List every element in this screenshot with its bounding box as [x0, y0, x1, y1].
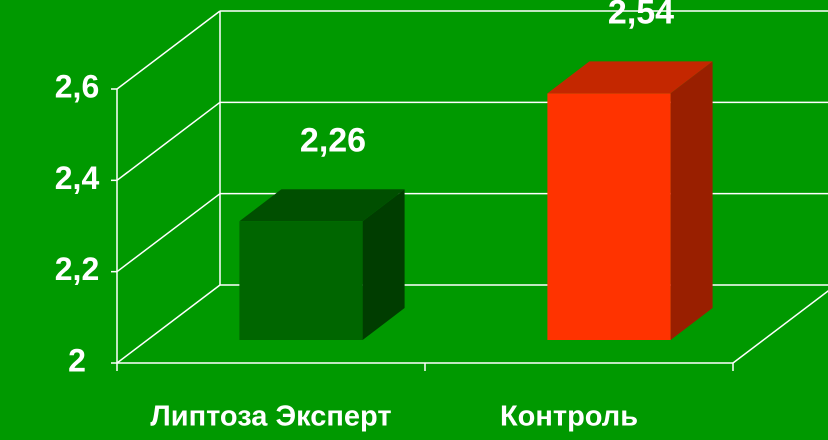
y-tick-label: 2,4 — [55, 160, 100, 196]
y-tick-label: 2 — [68, 342, 86, 378]
bar-top — [239, 189, 405, 222]
bar-side — [362, 189, 405, 340]
value-label: 2,54 — [608, 0, 674, 31]
bar — [547, 93, 671, 341]
bar — [239, 221, 363, 340]
grid-line — [116, 10, 221, 90]
floor-right — [732, 290, 828, 364]
x-tick-label: Липтоза Эксперт — [150, 401, 391, 433]
grid-line — [116, 193, 221, 273]
bar-side — [670, 61, 713, 341]
y-tick-label: 2,2 — [55, 251, 99, 287]
bar-top — [547, 61, 713, 94]
x-tick-label: Контроль — [500, 401, 638, 433]
grid-line — [116, 284, 221, 364]
value-label: 2,26 — [300, 121, 366, 159]
y-tick-label: 2,6 — [55, 68, 99, 104]
grid-line — [116, 101, 221, 181]
